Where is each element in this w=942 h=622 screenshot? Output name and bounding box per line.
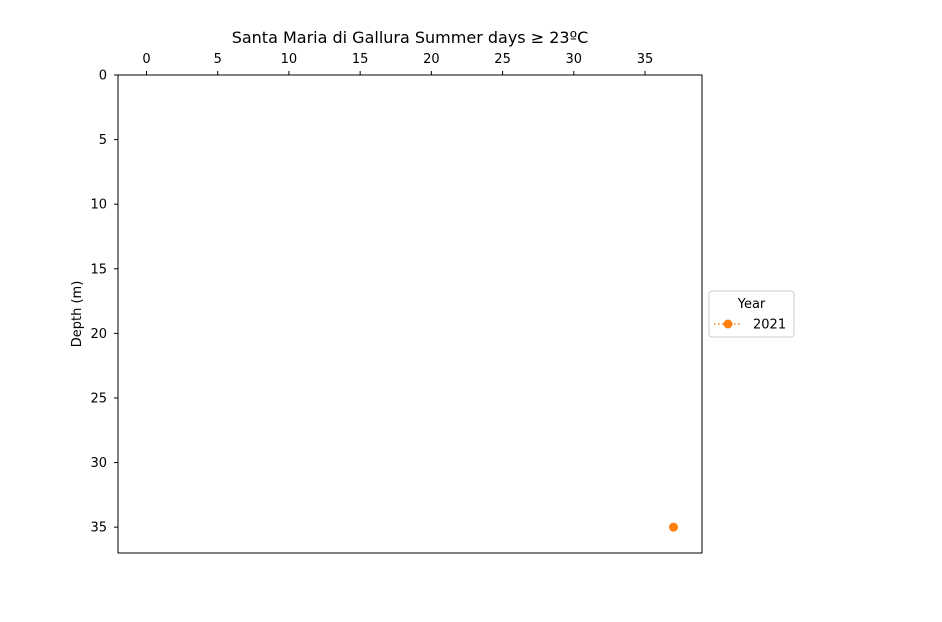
y-tick-label: 35 [90, 521, 107, 536]
legend-title: Year [737, 297, 766, 312]
y-tick-label: 25 [90, 391, 107, 406]
x-tick-label: 25 [494, 52, 511, 67]
chart-title: Santa Maria di Gallura Summer days ≥ 23º… [232, 28, 589, 47]
x-tick-label: 10 [281, 52, 298, 67]
x-tick-label: 5 [214, 52, 222, 67]
y-tick-label: 10 [90, 198, 107, 213]
legend-marker [723, 319, 733, 329]
y-axis-ticks: 0 5 10 15 20 25 30 35 [90, 69, 118, 536]
x-tick-label: 15 [352, 52, 369, 67]
data-point [669, 522, 679, 532]
x-tick-label: 20 [423, 52, 440, 67]
y-tick-label: 15 [90, 262, 107, 277]
x-tick-label: 30 [566, 52, 583, 67]
y-tick-label: 20 [90, 327, 107, 342]
x-tick-label: 0 [142, 52, 150, 67]
y-tick-label: 5 [99, 133, 107, 148]
y-tick-label: 0 [99, 69, 107, 84]
legend: Year 2021 [708, 290, 795, 338]
legend-label: 2021 [753, 318, 786, 333]
x-tick-label: 35 [637, 52, 654, 67]
x-axis-ticks: 0 5 10 15 20 25 30 35 [142, 52, 653, 75]
legend-entries: 2021 [714, 318, 786, 333]
plot-area-frame [117, 74, 703, 554]
data-points [669, 522, 679, 532]
y-axis-label: Depth (m) [70, 281, 85, 348]
y-tick-label: 30 [90, 456, 107, 471]
